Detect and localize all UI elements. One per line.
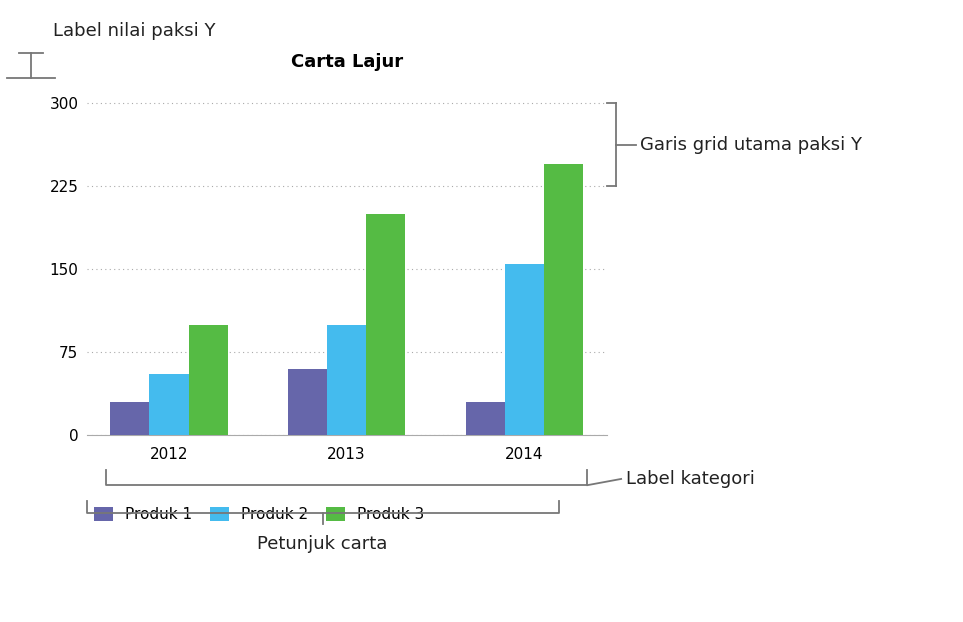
Legend: Produk 1, Produk 2, Produk 3: Produk 1, Produk 2, Produk 3	[94, 507, 424, 522]
Title: Carta Lajur: Carta Lajur	[291, 53, 403, 71]
Text: Label kategori: Label kategori	[626, 470, 755, 488]
Text: Petunjuk carta: Petunjuk carta	[257, 535, 388, 553]
Bar	[149, 374, 189, 435]
Bar	[327, 325, 366, 435]
Bar	[505, 264, 544, 435]
Bar	[189, 325, 227, 435]
Bar	[288, 369, 327, 435]
Text: Label nilai paksi Y: Label nilai paksi Y	[53, 22, 216, 40]
Bar	[466, 402, 505, 435]
Text: Garis grid utama paksi Y: Garis grid utama paksi Y	[640, 136, 863, 154]
Bar	[111, 402, 149, 435]
Bar	[366, 214, 405, 435]
Bar	[544, 164, 583, 435]
